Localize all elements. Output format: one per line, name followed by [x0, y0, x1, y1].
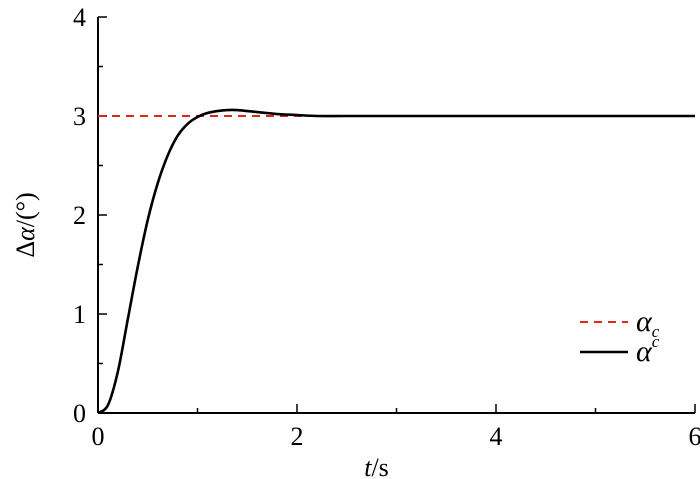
x-tick-label: 6: [689, 422, 700, 451]
y-tick-label: 1: [73, 300, 86, 329]
x-axis-title: t/s: [364, 453, 389, 479]
axis-ticks: [97, 16, 696, 414]
x-tick-label: 4: [490, 422, 503, 451]
series-line-alpha-response: [97, 108, 695, 415]
y-tick-label: 3: [73, 102, 86, 131]
y-tick-label: 0: [73, 399, 86, 428]
tick-labels: 0 2 4 6 0 1 2 3 4: [73, 3, 700, 451]
legend-label: αc: [636, 332, 660, 368]
legend-label: αc: [636, 305, 660, 341]
axis-titles: t/s Δα/(°): [11, 192, 389, 479]
series-lines: [97, 108, 695, 415]
y-tick-label: 2: [73, 201, 86, 230]
y-tick-label: 4: [73, 3, 86, 32]
axes: [97, 17, 695, 414]
x-tick-label: 2: [291, 422, 304, 451]
x-tick-label: 0: [92, 422, 105, 451]
y-axis-title: Δα/(°): [11, 192, 40, 257]
